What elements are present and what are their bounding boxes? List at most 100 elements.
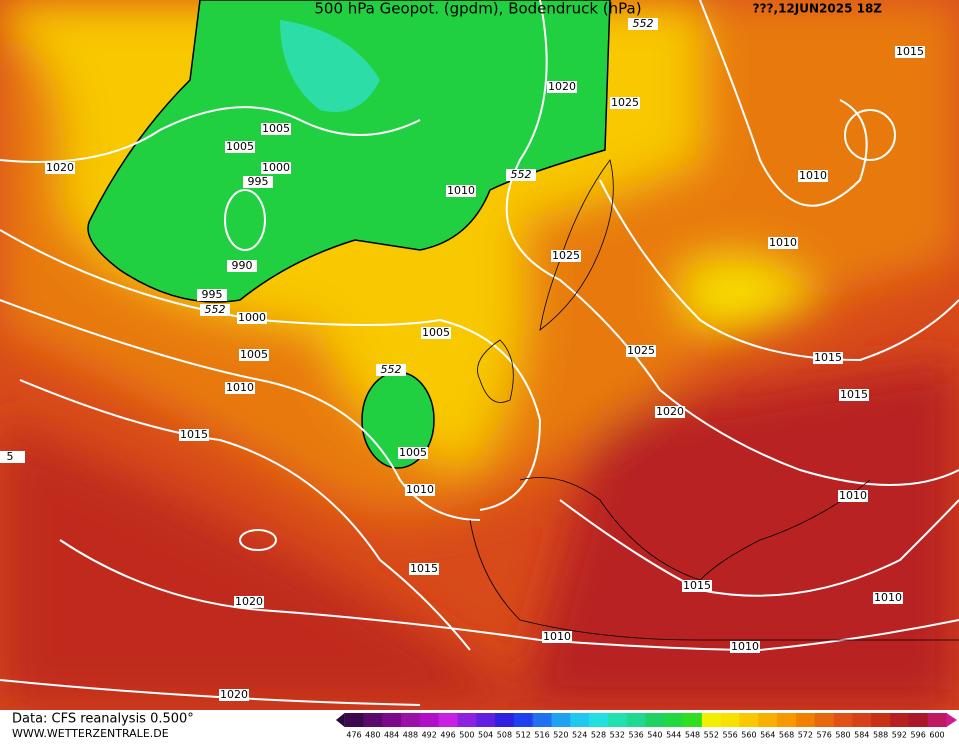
cyan-area	[280, 20, 380, 112]
contour-label: 1010	[731, 640, 759, 653]
contour-label: 1005	[262, 122, 290, 135]
colorbar-label: 544	[666, 731, 681, 740]
colorbar-label: 528	[591, 731, 606, 740]
contour-label-bg	[610, 97, 640, 109]
colorbar-swatch	[401, 713, 421, 727]
contour-label-bg	[0, 451, 25, 463]
colorbar-label: 488	[403, 731, 418, 740]
contour-label-bg	[895, 46, 925, 58]
contour-label: 1020	[656, 405, 684, 418]
contour-label: 1005	[399, 446, 427, 459]
contour-label-bg	[628, 18, 658, 30]
contour-label: 552	[381, 363, 402, 376]
colorbar-label: 500	[459, 731, 474, 740]
colorbar-swatch	[645, 713, 665, 727]
contour-label-bg	[179, 429, 209, 441]
colorbar-label: 564	[760, 731, 775, 740]
colorbar-label: 536	[628, 731, 643, 740]
colorbar-swatch	[344, 713, 364, 727]
contour-label-bg	[234, 596, 264, 608]
colorbar-label: 588	[873, 731, 888, 740]
contour-label-bg	[409, 563, 439, 575]
colorbar-swatch	[457, 713, 477, 727]
contour-label: 552	[205, 303, 226, 316]
contour-label: 1010	[799, 169, 827, 182]
contour-label-bg	[225, 382, 255, 394]
colorbar-swatch	[551, 713, 571, 727]
colorbar-label: 516	[534, 731, 549, 740]
colorbar-swatch	[777, 713, 797, 727]
colorbar-label: 600	[929, 731, 944, 740]
colorbar-label: 548	[685, 731, 700, 740]
contour-label: 1020	[235, 595, 263, 608]
contour-label-bg	[682, 580, 712, 592]
colorbar-swatch	[664, 713, 684, 727]
colorbar-swatch	[833, 713, 853, 727]
map-date: ???,12JUN2025 18Z	[753, 2, 883, 16]
colorbar-swatch	[871, 713, 891, 727]
contour-label-bg	[626, 345, 656, 357]
colorbar-label: 476	[346, 731, 361, 740]
contour-label: 995	[248, 175, 269, 188]
colorbar-label: 560	[741, 731, 756, 740]
colorbar-label: 512	[516, 731, 531, 740]
contour-label: 1010	[406, 483, 434, 496]
contour-label-bg	[237, 312, 267, 324]
contour-label: 1005	[422, 326, 450, 339]
colorbar-label: 480	[365, 731, 380, 740]
contour-label: 1010	[769, 236, 797, 249]
contour-label-bg	[730, 641, 760, 653]
contour-label-bg	[197, 289, 227, 301]
website: WWW.WETTERZENTRALE.DE	[12, 727, 169, 740]
colorbar-label: 552	[704, 731, 719, 740]
contour-label: 1010	[226, 381, 254, 394]
contour-label-bg	[506, 169, 536, 181]
colorbar-swatch	[889, 713, 910, 727]
colorbar: 476 480 484 488 492 496 500 504 508 512 516 520 524 5…	[336, 713, 957, 740]
contour-label: 552	[633, 17, 654, 30]
contour-label: 995	[202, 288, 223, 301]
colorbar-label: 596	[911, 731, 926, 740]
contour-label-bg	[219, 689, 249, 701]
contour-label-bg	[225, 141, 255, 153]
data-source: Data: CFS reanalysis 0.500°	[12, 712, 194, 727]
contour-label: 1025	[627, 344, 655, 357]
colorbar-label: 532	[610, 731, 625, 740]
contour-label: 1015	[814, 351, 842, 364]
colorbar-label: 520	[553, 731, 568, 740]
contour-label-bg	[376, 364, 406, 376]
green-area	[87, 0, 611, 303]
contour-label: 1005	[226, 140, 254, 153]
contour-label: 1020	[46, 161, 74, 174]
contour-label: 1010	[839, 489, 867, 502]
colorbar-label: 584	[854, 731, 869, 740]
colorbar-label: 592	[892, 731, 907, 740]
colorbar-swatch	[626, 713, 646, 727]
colorbar-label: 524	[572, 731, 587, 740]
colorbar-swatch	[532, 713, 552, 727]
contour-label-bg	[398, 447, 428, 459]
contour-label: 1010	[447, 184, 475, 197]
contour-label: 1015	[410, 562, 438, 575]
colorbar-swatch	[701, 713, 722, 727]
contour-label-bg	[768, 237, 798, 249]
colorbar-swatch	[382, 713, 402, 727]
colorbar-swatch	[363, 713, 383, 727]
colorbar-swatch	[795, 713, 816, 727]
coastlines	[469, 159, 959, 641]
colorbar-label: 540	[647, 731, 662, 740]
colorbar-label: 508	[497, 731, 512, 740]
contour-label-bg	[838, 490, 868, 502]
contour-label-bg	[839, 389, 869, 401]
contour-label-bg	[200, 304, 230, 316]
map-title: 500 hPa Geopot. (gpdm), Bodendruck (hPa)	[314, 0, 641, 18]
contour-label-bg	[542, 631, 572, 643]
colorbar-swatch	[570, 713, 590, 727]
contour-label-bg	[446, 185, 476, 197]
colorbar-swatch	[739, 713, 759, 727]
contour-label-bg	[45, 162, 75, 174]
colorbar-swatch	[758, 713, 778, 727]
colorbar-label: 576	[817, 731, 832, 740]
contour-label: 1025	[611, 96, 639, 109]
